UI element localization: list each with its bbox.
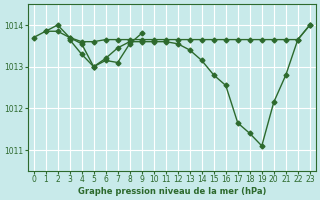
X-axis label: Graphe pression niveau de la mer (hPa): Graphe pression niveau de la mer (hPa) bbox=[77, 187, 266, 196]
